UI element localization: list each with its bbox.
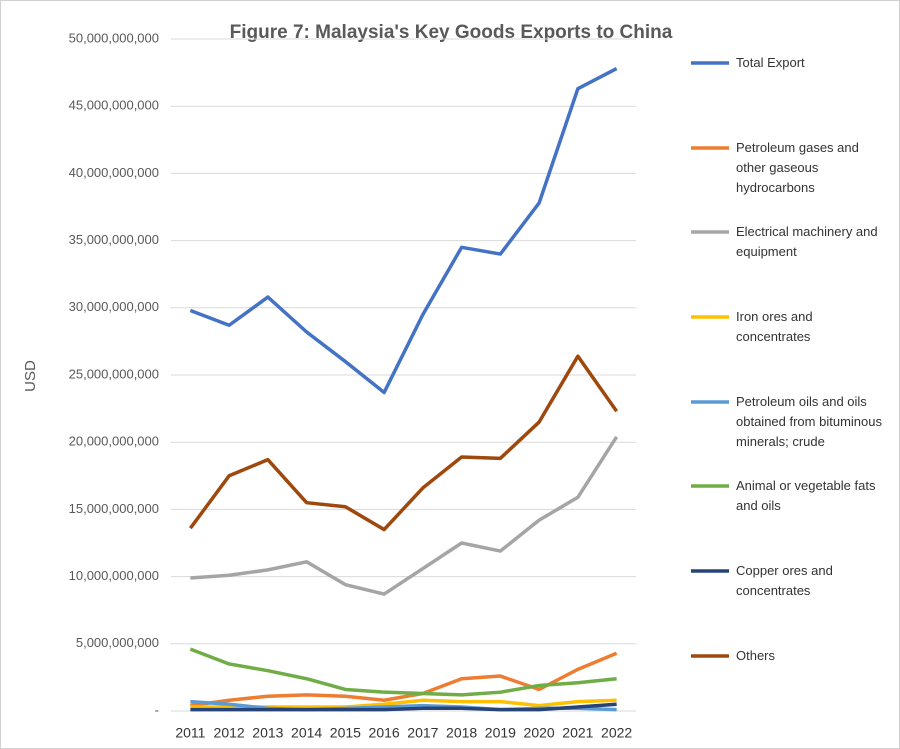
y-tick-label: 10,000,000,000 (69, 568, 159, 583)
y-tick-label: - (155, 702, 159, 717)
y-axis-label: USD (22, 360, 39, 392)
y-tick-label: 50,000,000,000 (69, 30, 159, 45)
legend-label: Iron ores and concentrates (736, 309, 813, 344)
y-tick-label: 45,000,000,000 (69, 98, 159, 113)
y-tick-label: 25,000,000,000 (69, 366, 159, 381)
series-line (190, 651, 618, 708)
legend-label: Copper ores and concentrates (736, 563, 833, 598)
legend-label: Total Export (736, 55, 805, 70)
legend-label: Animal or vegetable fats and oils (736, 478, 876, 513)
x-tick-label: 2013 (252, 725, 283, 741)
y-tick-label: 5,000,000,000 (76, 635, 159, 650)
y-tick-label: 15,000,000,000 (69, 501, 159, 516)
y-tick-label: 20,000,000,000 (69, 434, 159, 449)
legend-label: Petroleum oils and oils obtained from bi… (736, 394, 882, 449)
x-tick-label: 2016 (369, 725, 400, 741)
x-tick-label: 2019 (485, 725, 516, 741)
y-tick-label: 35,000,000,000 (69, 232, 159, 247)
x-tick-label: 2021 (562, 725, 593, 741)
x-tick-label: 2012 (214, 725, 245, 741)
x-tick-label: 2020 (524, 725, 555, 741)
y-tick-label: 40,000,000,000 (69, 165, 159, 180)
y-tick-label: 30,000,000,000 (69, 299, 159, 314)
series-line (190, 435, 619, 596)
series-line (189, 67, 618, 395)
series-line (189, 647, 617, 697)
x-tick-label: 2022 (601, 725, 632, 741)
x-tick-label: 2014 (291, 725, 322, 741)
chart-title: Figure 7: Malaysia's Key Goods Exports t… (230, 22, 673, 43)
x-tick-label: 2011 (175, 725, 205, 741)
series-line (188, 354, 619, 532)
x-tick-label: 2017 (407, 725, 438, 741)
series-line (190, 702, 617, 712)
legend-label: Others (736, 648, 776, 663)
x-tick-label: 2018 (446, 725, 477, 741)
legend-label: Petroleum gases and other gaseous hydroc… (736, 140, 859, 195)
x-tick-label: 2015 (330, 725, 361, 741)
legend-label: Electrical machinery and equipment (736, 224, 878, 259)
